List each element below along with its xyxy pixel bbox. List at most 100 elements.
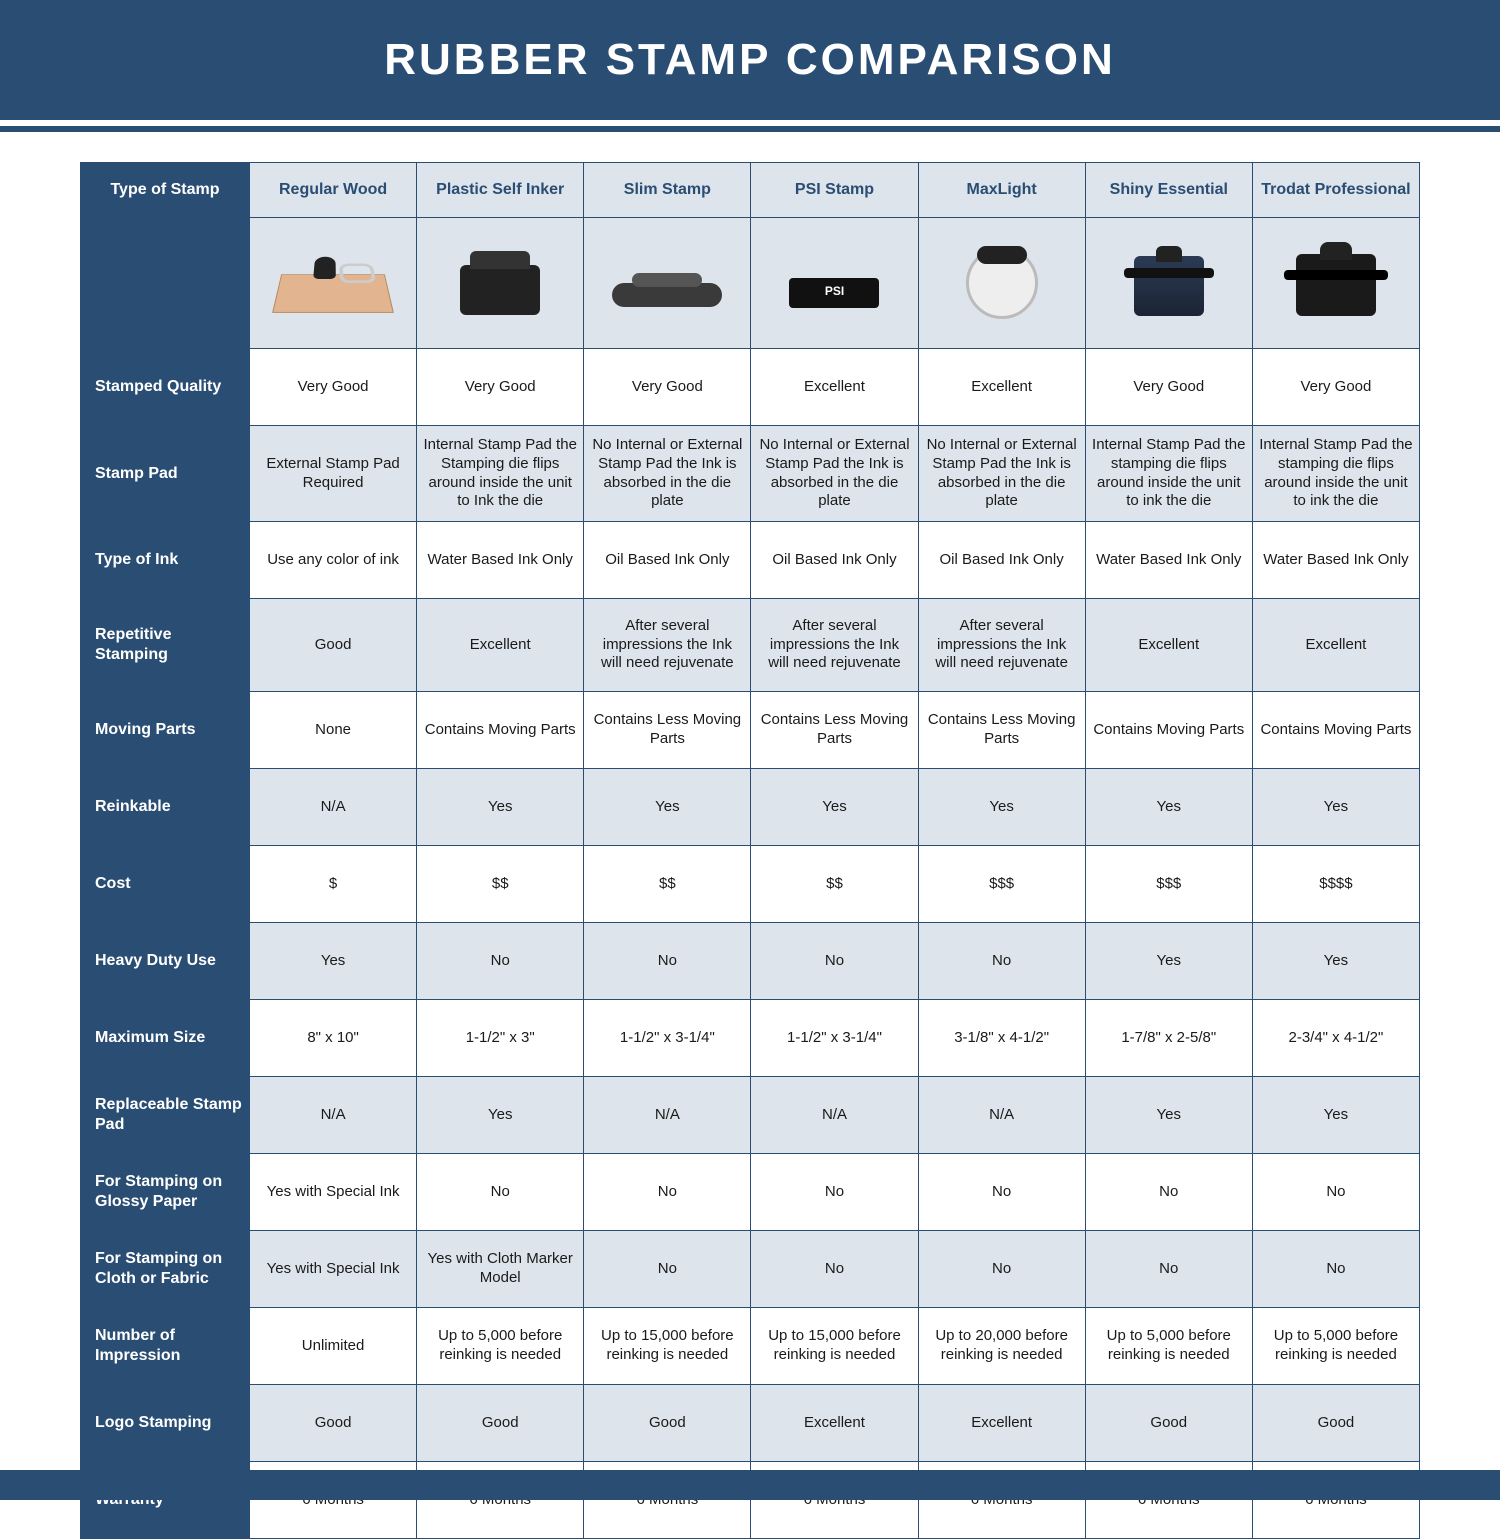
table-cell: Internal Stamp Pad the Stamping die flip…	[417, 426, 584, 522]
comparison-table: Type of Stamp Regular WoodPlastic Self I…	[80, 162, 1420, 1539]
table-cell: $$$	[918, 846, 1085, 923]
table-cell: After several impressions the Ink will n…	[918, 599, 1085, 692]
row-header: Cost	[81, 846, 250, 923]
table-cell: Water Based Ink Only	[1085, 522, 1252, 599]
table-cell: Yes	[1252, 769, 1419, 846]
table-cell: No	[918, 1231, 1085, 1308]
row-header: Logo Stamping	[81, 1385, 250, 1462]
table-cell: Excellent	[417, 599, 584, 692]
column-header: Slim Stamp	[584, 163, 751, 218]
row-header: Moving Parts	[81, 692, 250, 769]
table-cell: N/A	[751, 1077, 918, 1154]
table-row: Moving PartsNoneContains Moving PartsCon…	[81, 692, 1420, 769]
footer-band	[0, 1470, 1500, 1500]
table-cell: Good	[1085, 1385, 1252, 1462]
table-cell: 1-7/8" x 2-5/8"	[1085, 1000, 1252, 1077]
table-cell: External Stamp Pad Required	[250, 426, 417, 522]
table-cell: Water Based Ink Only	[417, 522, 584, 599]
table-cell: No Internal or External Stamp Pad the In…	[751, 426, 918, 522]
table-cell: N/A	[918, 1077, 1085, 1154]
table-cell: Yes	[584, 769, 751, 846]
table-cell: Yes with Special Ink	[250, 1154, 417, 1231]
stamp-image-cell	[1085, 218, 1252, 349]
row-header	[81, 218, 250, 349]
table-cell: No	[1085, 1231, 1252, 1308]
row-header: Stamped Quality	[81, 349, 250, 426]
table-cell: $$	[751, 846, 918, 923]
psi-stamp-icon	[789, 278, 879, 308]
table-cell: Good	[1252, 1385, 1419, 1462]
table-cell: $$	[584, 846, 751, 923]
table-cell: Yes	[250, 923, 417, 1000]
table-cell: 1-1/2" x 3"	[417, 1000, 584, 1077]
table-cell: No	[584, 1154, 751, 1231]
table-row: Maximum Size8" x 10"1-1/2" x 3"1-1/2" x …	[81, 1000, 1420, 1077]
table-row: Repetitive StampingGoodExcellentAfter se…	[81, 599, 1420, 692]
table-cell: Excellent	[918, 349, 1085, 426]
table-row: ReinkableN/AYesYesYesYesYesYes	[81, 769, 1420, 846]
column-header: Trodat Professional	[1252, 163, 1419, 218]
table-cell: Use any color of ink	[250, 522, 417, 599]
table-row: For Stamping on Cloth or FabricYes with …	[81, 1231, 1420, 1308]
shiny-stamp-icon	[1134, 256, 1204, 316]
table-header-row: Type of Stamp Regular WoodPlastic Self I…	[81, 163, 1420, 218]
row-header: Type of Ink	[81, 522, 250, 599]
table-cell: No	[751, 923, 918, 1000]
table-cell: N/A	[250, 769, 417, 846]
table-cell: $	[250, 846, 417, 923]
table-cell: Contains Less Moving Parts	[584, 692, 751, 769]
table-cell: Excellent	[1252, 599, 1419, 692]
table-cell: Excellent	[751, 1385, 918, 1462]
table-cell: No	[751, 1154, 918, 1231]
table-cell: Up to 15,000 before reinking is needed	[751, 1308, 918, 1385]
stamp-image-cell	[584, 218, 751, 349]
table-cell: Good	[250, 599, 417, 692]
table-cell: No	[1252, 1154, 1419, 1231]
table-cell: Excellent	[751, 349, 918, 426]
table-cell: $$$$	[1252, 846, 1419, 923]
page: RUBBER STAMP COMPARISON Type of Stamp Re…	[0, 0, 1500, 1500]
selfink-stamp-icon	[460, 265, 540, 315]
table-row: Logo StampingGoodGoodGoodExcellentExcell…	[81, 1385, 1420, 1462]
table-cell: Very Good	[1252, 349, 1419, 426]
table-cell: Up to 5,000 before reinking is needed	[1085, 1308, 1252, 1385]
table-cell: Oil Based Ink Only	[918, 522, 1085, 599]
column-header: Regular Wood	[250, 163, 417, 218]
table-cell: No	[918, 1154, 1085, 1231]
stamp-image-cell	[250, 218, 417, 349]
table-cell: Yes	[918, 769, 1085, 846]
table-cell: Up to 20,000 before reinking is needed	[918, 1308, 1085, 1385]
row-header: For Stamping on Glossy Paper	[81, 1154, 250, 1231]
page-title: RUBBER STAMP COMPARISON	[384, 35, 1115, 85]
maxlight-stamp-icon	[966, 247, 1038, 319]
table-cell: Contains Less Moving Parts	[751, 692, 918, 769]
table-cell: 1-1/2" x 3-1/4"	[584, 1000, 751, 1077]
table-cell: No	[1085, 1154, 1252, 1231]
table-cell: Very Good	[417, 349, 584, 426]
table-cell: Good	[417, 1385, 584, 1462]
table-cell: No Internal or External Stamp Pad the In…	[584, 426, 751, 522]
table-cell: 3-1/8" x 4-1/2"	[918, 1000, 1085, 1077]
row-header: Reinkable	[81, 769, 250, 846]
column-header: Plastic Self Inker	[417, 163, 584, 218]
column-header: MaxLight	[918, 163, 1085, 218]
table-cell: Very Good	[250, 349, 417, 426]
table-cell: After several impressions the Ink will n…	[751, 599, 918, 692]
row-header: Replaceable Stamp Pad	[81, 1077, 250, 1154]
table-cell: Yes	[417, 1077, 584, 1154]
table-cell: Internal Stamp Pad the stamping die flip…	[1252, 426, 1419, 522]
table-cell: Contains Moving Parts	[417, 692, 584, 769]
spacer	[0, 132, 1500, 162]
table-cell: No	[584, 923, 751, 1000]
table-cell: Excellent	[918, 1385, 1085, 1462]
table-row: Stamp PadExternal Stamp Pad RequiredInte…	[81, 426, 1420, 522]
slim-stamp-icon	[612, 283, 722, 307]
stamp-image-cell	[417, 218, 584, 349]
table-cell: Up to 15,000 before reinking is needed	[584, 1308, 751, 1385]
table-cell: Yes with Special Ink	[250, 1231, 417, 1308]
table-cell: Oil Based Ink Only	[584, 522, 751, 599]
table-image-row	[81, 218, 1420, 349]
table-cell: Yes	[1085, 923, 1252, 1000]
stamp-image-cell	[751, 218, 918, 349]
table-row: For Stamping on Glossy PaperYes with Spe…	[81, 1154, 1420, 1231]
